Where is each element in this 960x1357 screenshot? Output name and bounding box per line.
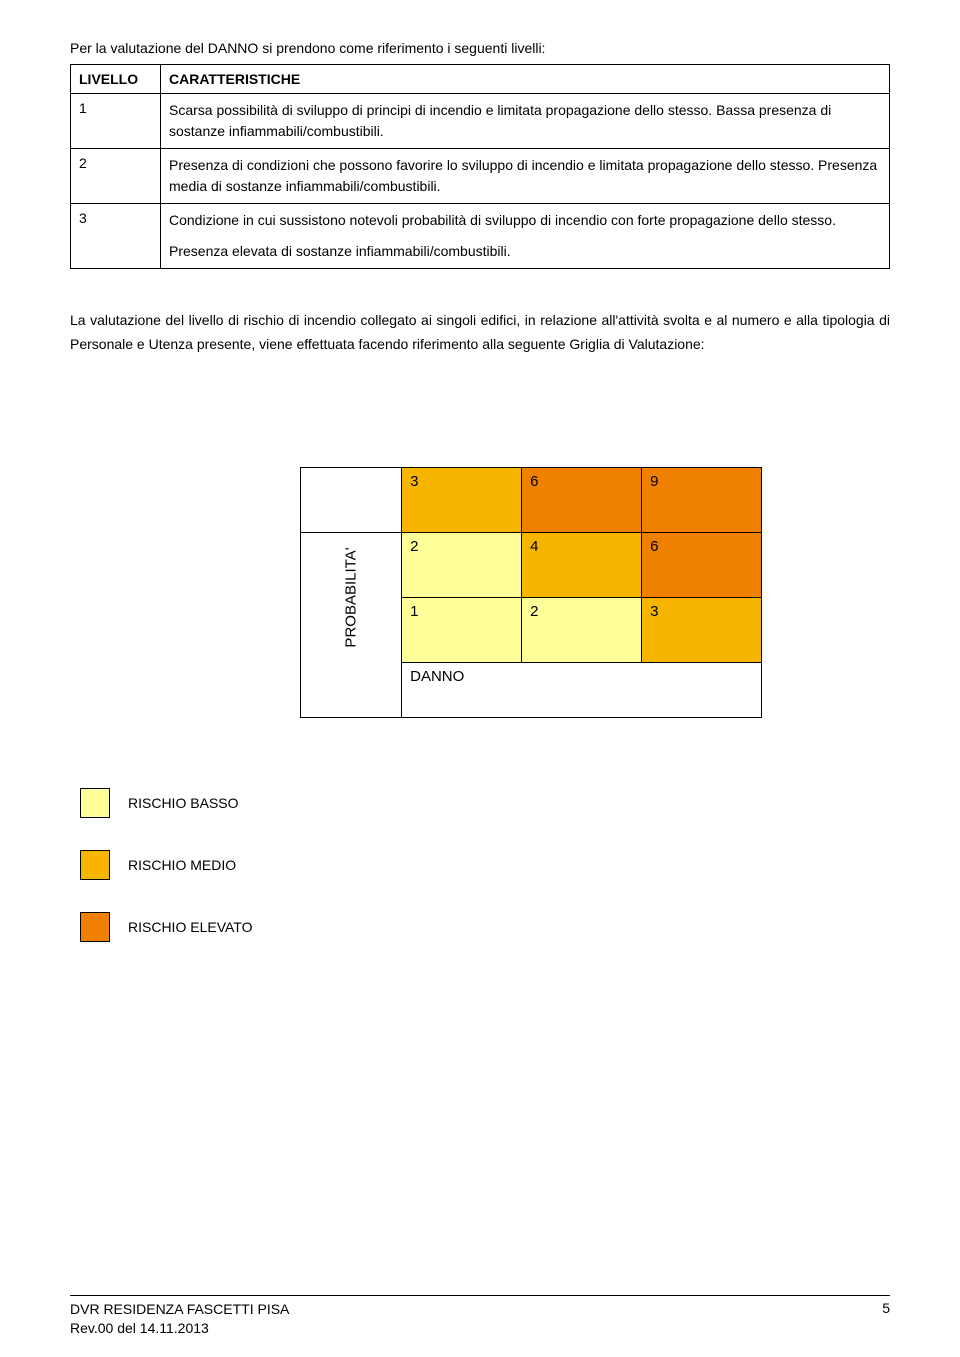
matrix-cell: 2 xyxy=(522,597,642,662)
matrix-cell: 6 xyxy=(642,532,762,597)
footer-rev: Rev.00 del 14.11.2013 xyxy=(70,1319,289,1339)
matrix-cell: 2 xyxy=(402,532,522,597)
matrix-cell: 1 xyxy=(402,597,522,662)
table-row: 2 Presenza di condizioni che possono fav… xyxy=(71,149,890,204)
footer-title: DVR RESIDENZA FASCETTI PISA xyxy=(70,1300,289,1320)
th-caratteristiche: CARATTERISTICHE xyxy=(161,65,890,94)
page-footer: DVR RESIDENZA FASCETTI PISA Rev.00 del 1… xyxy=(70,1295,890,1339)
legend-label: RISCHIO ELEVATO xyxy=(128,919,252,935)
matrix-xlabel: DANNO xyxy=(402,662,762,717)
cell-level: 3 xyxy=(71,204,161,269)
legend-item-high: RISCHIO ELEVATO xyxy=(80,912,890,942)
body-paragraph: La valutazione del livello di rischio di… xyxy=(70,309,890,357)
table-row: 3 Condizione in cui sussistono notevoli … xyxy=(71,204,890,269)
table-row: 1 Scarsa possibilità di sviluppo di prin… xyxy=(71,94,890,149)
legend-label: RISCHIO MEDIO xyxy=(128,857,236,873)
legend-item-medium: RISCHIO MEDIO xyxy=(80,850,890,880)
levels-table: LIVELLO CARATTERISTICHE 1 Scarsa possibi… xyxy=(70,64,890,269)
matrix-cell: 3 xyxy=(402,467,522,532)
legend-label: RISCHIO BASSO xyxy=(128,795,238,811)
th-livello: LIVELLO xyxy=(71,65,161,94)
matrix-ylabel-blank xyxy=(301,467,402,532)
matrix-cell: 9 xyxy=(642,467,762,532)
legend-swatch xyxy=(80,788,110,818)
cell-desc: Condizione in cui sussistono notevoli pr… xyxy=(161,204,890,269)
matrix-ylabel: PROBABILITA' xyxy=(301,532,402,662)
legend-swatch xyxy=(80,850,110,880)
page-number: 5 xyxy=(882,1300,890,1316)
legend: RISCHIO BASSO RISCHIO MEDIO RISCHIO ELEV… xyxy=(80,788,890,942)
cell-desc: Scarsa possibilità di sviluppo di princi… xyxy=(161,94,890,149)
cell-desc: Presenza di condizioni che possono favor… xyxy=(161,149,890,204)
cell-level: 1 xyxy=(71,94,161,149)
matrix-cell: 3 xyxy=(642,597,762,662)
legend-swatch xyxy=(80,912,110,942)
legend-item-low: RISCHIO BASSO xyxy=(80,788,890,818)
risk-matrix: 3 6 9 PROBABILITA' 2 4 6 1 2 3 DANNO xyxy=(300,467,890,718)
matrix-xlabel-blank xyxy=(301,662,402,717)
matrix-cell: 4 xyxy=(522,532,642,597)
intro-text: Per la valutazione del DANNO si prendono… xyxy=(70,40,890,56)
matrix-cell: 6 xyxy=(522,467,642,532)
cell-level: 2 xyxy=(71,149,161,204)
